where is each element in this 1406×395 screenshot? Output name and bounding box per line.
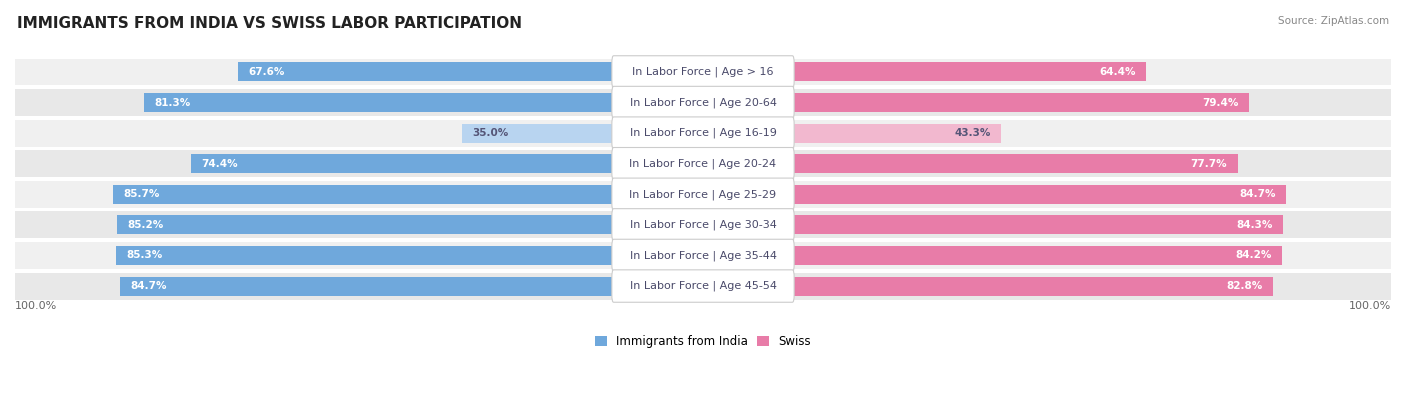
Text: 84.7%: 84.7%	[1239, 189, 1275, 199]
Text: 84.2%: 84.2%	[1236, 250, 1272, 260]
Bar	[703, 246, 1282, 265]
Bar	[703, 185, 1285, 204]
Text: 74.4%: 74.4%	[201, 159, 238, 169]
FancyBboxPatch shape	[612, 56, 794, 88]
Text: 81.3%: 81.3%	[155, 98, 190, 107]
Bar	[15, 150, 1391, 177]
FancyBboxPatch shape	[612, 178, 794, 211]
Text: 85.3%: 85.3%	[127, 250, 163, 260]
Text: In Labor Force | Age 20-64: In Labor Force | Age 20-64	[630, 97, 776, 108]
Text: In Labor Force | Age > 16: In Labor Force | Age > 16	[633, 67, 773, 77]
Bar	[703, 62, 1146, 81]
Bar	[143, 93, 703, 112]
Text: IMMIGRANTS FROM INDIA VS SWISS LABOR PARTICIPATION: IMMIGRANTS FROM INDIA VS SWISS LABOR PAR…	[17, 16, 522, 31]
Text: 35.0%: 35.0%	[472, 128, 509, 138]
Text: 85.7%: 85.7%	[124, 189, 160, 199]
Bar	[703, 276, 1272, 295]
Text: In Labor Force | Age 45-54: In Labor Force | Age 45-54	[630, 281, 776, 291]
Bar	[703, 215, 1284, 234]
FancyBboxPatch shape	[612, 239, 794, 272]
Bar	[703, 154, 1237, 173]
Text: 82.8%: 82.8%	[1226, 281, 1263, 291]
Bar	[114, 185, 703, 204]
Bar	[191, 154, 703, 173]
Text: 64.4%: 64.4%	[1099, 67, 1136, 77]
Bar	[15, 273, 1391, 299]
Text: In Labor Force | Age 35-44: In Labor Force | Age 35-44	[630, 250, 776, 261]
Bar	[15, 181, 1391, 208]
Bar	[15, 120, 1391, 147]
Bar	[238, 62, 703, 81]
FancyBboxPatch shape	[612, 209, 794, 241]
Legend: Immigrants from India, Swiss: Immigrants from India, Swiss	[595, 335, 811, 348]
Text: In Labor Force | Age 20-24: In Labor Force | Age 20-24	[630, 158, 776, 169]
Bar	[15, 58, 1391, 85]
FancyBboxPatch shape	[612, 87, 794, 119]
Text: 100.0%: 100.0%	[15, 301, 58, 311]
Text: 77.7%: 77.7%	[1191, 159, 1227, 169]
Bar	[117, 246, 703, 265]
Text: In Labor Force | Age 30-34: In Labor Force | Age 30-34	[630, 220, 776, 230]
FancyBboxPatch shape	[612, 270, 794, 302]
Bar	[15, 211, 1391, 238]
Bar	[703, 93, 1250, 112]
Text: 85.2%: 85.2%	[127, 220, 163, 230]
Text: 100.0%: 100.0%	[1348, 301, 1391, 311]
Bar	[121, 276, 703, 295]
Bar	[15, 89, 1391, 116]
Bar	[463, 124, 703, 143]
Bar	[117, 215, 703, 234]
Text: Source: ZipAtlas.com: Source: ZipAtlas.com	[1278, 16, 1389, 26]
Text: 84.3%: 84.3%	[1236, 220, 1272, 230]
Text: 43.3%: 43.3%	[955, 128, 991, 138]
Bar	[15, 242, 1391, 269]
Text: 67.6%: 67.6%	[249, 67, 284, 77]
Text: In Labor Force | Age 25-29: In Labor Force | Age 25-29	[630, 189, 776, 199]
Bar	[703, 124, 1001, 143]
Text: 84.7%: 84.7%	[131, 281, 167, 291]
FancyBboxPatch shape	[612, 147, 794, 180]
Text: 79.4%: 79.4%	[1202, 98, 1239, 107]
FancyBboxPatch shape	[612, 117, 794, 149]
Text: In Labor Force | Age 16-19: In Labor Force | Age 16-19	[630, 128, 776, 138]
